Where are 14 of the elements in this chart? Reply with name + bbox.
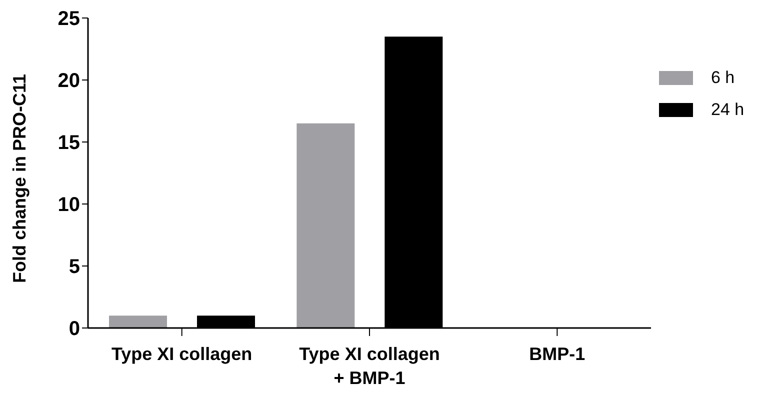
y-axis-title: Fold change in PRO-C11	[9, 74, 30, 283]
legend-label: 24 h	[711, 100, 744, 120]
bar	[296, 123, 355, 328]
y-tick-label: 0	[68, 318, 80, 340]
y-tick-label: 20	[58, 70, 80, 92]
y-tick-label: 15	[58, 132, 80, 154]
bar	[109, 316, 167, 328]
y-tick-label: 25	[58, 8, 80, 30]
y-tick-label: 5	[68, 256, 80, 278]
x-tick-label: Type XI collagen	[111, 344, 252, 364]
x-tick-label: Type XI collagen + BMP-1	[299, 344, 440, 388]
x-tick-label: BMP-1	[529, 344, 586, 364]
legend-label: 6 h	[711, 68, 735, 88]
y-tick-label: 10	[58, 194, 80, 216]
